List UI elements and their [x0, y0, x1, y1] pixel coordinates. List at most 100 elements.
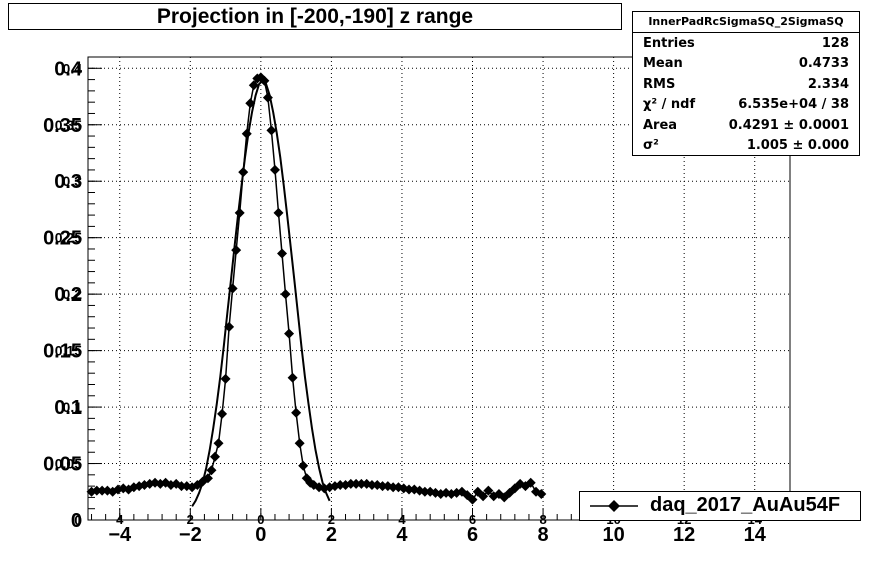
- y-tick-label-overlay: 0.25: [55, 230, 82, 246]
- x-tick-label-inner: 2: [328, 512, 335, 527]
- data-point-marker: [280, 289, 291, 300]
- x-tick-label: 8: [538, 524, 549, 546]
- data-point-marker: [241, 128, 252, 139]
- data-point-marker: [220, 373, 231, 384]
- stats-row-sigma2: σ² 1.005 ± 0.000: [633, 136, 859, 157]
- data-point-marker: [234, 207, 245, 218]
- y-tick-label-overlay: 0.35: [55, 117, 82, 133]
- data-point-marker: [97, 485, 108, 496]
- data-point-marker: [345, 478, 356, 489]
- data-point-marker: [335, 479, 346, 490]
- data-point-marker: [227, 283, 238, 294]
- stats-value: 2.334: [807, 76, 849, 92]
- data-point-marker: [478, 491, 489, 502]
- data-point-marker: [259, 75, 270, 86]
- stats-row-area: Area 0.4291 ± 0.0001: [633, 115, 859, 136]
- data-series-line: [91, 76, 542, 501]
- data-point-marker: [467, 494, 478, 505]
- y-tick-label-overlay: 0.3: [63, 173, 83, 189]
- stats-label: Area: [643, 117, 678, 133]
- y-tick-label: 0.35: [43, 115, 82, 137]
- stats-value: 6.535e+04 / 38: [738, 97, 849, 113]
- data-point-marker: [366, 479, 377, 490]
- x-tick-label: 10: [602, 524, 624, 546]
- y-tick-label-overlay: 0.05: [55, 456, 82, 472]
- stats-value: 1.005 ± 0.000: [746, 138, 849, 154]
- x-tick-label-inner: 6: [469, 512, 476, 527]
- data-markers: [86, 72, 547, 505]
- y-tick-label: 0.1: [54, 397, 82, 419]
- stats-row-mean: Mean 0.4733: [633, 54, 859, 75]
- x-tick-label: 6: [467, 524, 478, 546]
- data-point-marker: [202, 473, 213, 484]
- x-tick-label: 2: [326, 524, 337, 546]
- data-point-marker: [266, 125, 277, 136]
- stats-value: 0.4291 ± 0.0001: [728, 117, 849, 133]
- data-point-marker: [91, 485, 102, 496]
- stats-label: Entries: [643, 35, 695, 51]
- x-tick-label-inner: 2: [187, 512, 194, 527]
- legend: daq_2017_AuAu54F: [579, 491, 861, 521]
- data-point-marker: [351, 478, 362, 489]
- y-tick-label: 0: [71, 510, 82, 532]
- y-tick-label-overlay: 0.1: [63, 399, 83, 415]
- data-point-marker: [248, 80, 259, 91]
- data-point-marker: [287, 372, 298, 383]
- y-tick-label-overlay: 0.4: [63, 60, 83, 76]
- fit-curve-line: [191, 79, 331, 507]
- x-tick-label-inner: 0: [257, 512, 264, 527]
- stats-box: InnerPadRcSigmaSQ_2SigmaSQ Entries 128 M…: [632, 11, 860, 156]
- data-point-marker: [277, 248, 288, 259]
- y-tick-label: 0.15: [43, 341, 82, 363]
- y-tick-label-overlay: 0.2: [63, 286, 83, 302]
- stats-label: RMS: [643, 76, 676, 92]
- data-point-marker: [483, 485, 494, 496]
- data-point-marker: [224, 321, 235, 332]
- data-point-marker: [262, 92, 273, 103]
- y-tick-label: 0.4: [54, 58, 83, 80]
- x-tick-label: 12: [673, 524, 695, 546]
- data-point-marker: [298, 460, 309, 471]
- legend-label: daq_2017_AuAu54F: [650, 494, 841, 516]
- x-tick-label: −4: [108, 524, 132, 546]
- stats-row-chi2: χ² / ndf 6.535e+04 / 38: [633, 95, 859, 116]
- y-tick-label: 0.3: [54, 171, 82, 193]
- x-tick-label: 0: [255, 524, 266, 546]
- data-point-marker: [419, 486, 430, 497]
- stats-histogram-name: InnerPadRcSigmaSQ_2SigmaSQ: [633, 12, 859, 33]
- data-point-marker: [245, 98, 256, 109]
- plot-frame: [87, 56, 791, 521]
- data-point-marker: [217, 408, 228, 419]
- y-tick-label: 0.05: [43, 454, 82, 476]
- stats-label: σ²: [643, 138, 659, 154]
- data-point-marker: [273, 207, 284, 218]
- data-point-marker: [377, 481, 388, 492]
- data-point-marker: [536, 489, 547, 500]
- tick-labels: −44−220022446688101012121414000.050.050.…: [43, 58, 767, 546]
- data-point-marker: [269, 164, 280, 175]
- data-point-marker: [238, 167, 249, 178]
- y-tick-label: 0.25: [43, 228, 82, 250]
- data-point-marker: [525, 477, 536, 488]
- data-point-marker: [209, 451, 220, 462]
- stats-row-entries: Entries 128: [633, 33, 859, 54]
- x-tick-label: −2: [179, 524, 202, 546]
- x-tick-label-inner: 8: [539, 512, 546, 527]
- chart-title: Projection in [-200,-190] z range: [156, 4, 474, 28]
- data-point-marker: [206, 465, 217, 476]
- y-tick-label: 0.2: [54, 284, 82, 306]
- x-tick-label-inner: 4: [398, 512, 406, 527]
- data-point-marker: [231, 245, 242, 256]
- data-point-marker: [213, 438, 224, 449]
- x-tick-label-inner: 4: [116, 512, 124, 527]
- y-tick-label-overlay: 0.15: [55, 343, 82, 359]
- x-tick-label: 4: [396, 524, 408, 546]
- data-point-marker: [404, 484, 415, 495]
- fit-curve: [191, 79, 331, 507]
- stats-label: Mean: [643, 56, 683, 72]
- stats-row-rms: RMS 2.334: [633, 74, 859, 95]
- stats-value: 0.4733: [798, 56, 849, 72]
- data-point-marker: [294, 438, 305, 449]
- data-point-marker: [291, 407, 302, 418]
- y-tick-label-overlay: 0: [74, 512, 82, 528]
